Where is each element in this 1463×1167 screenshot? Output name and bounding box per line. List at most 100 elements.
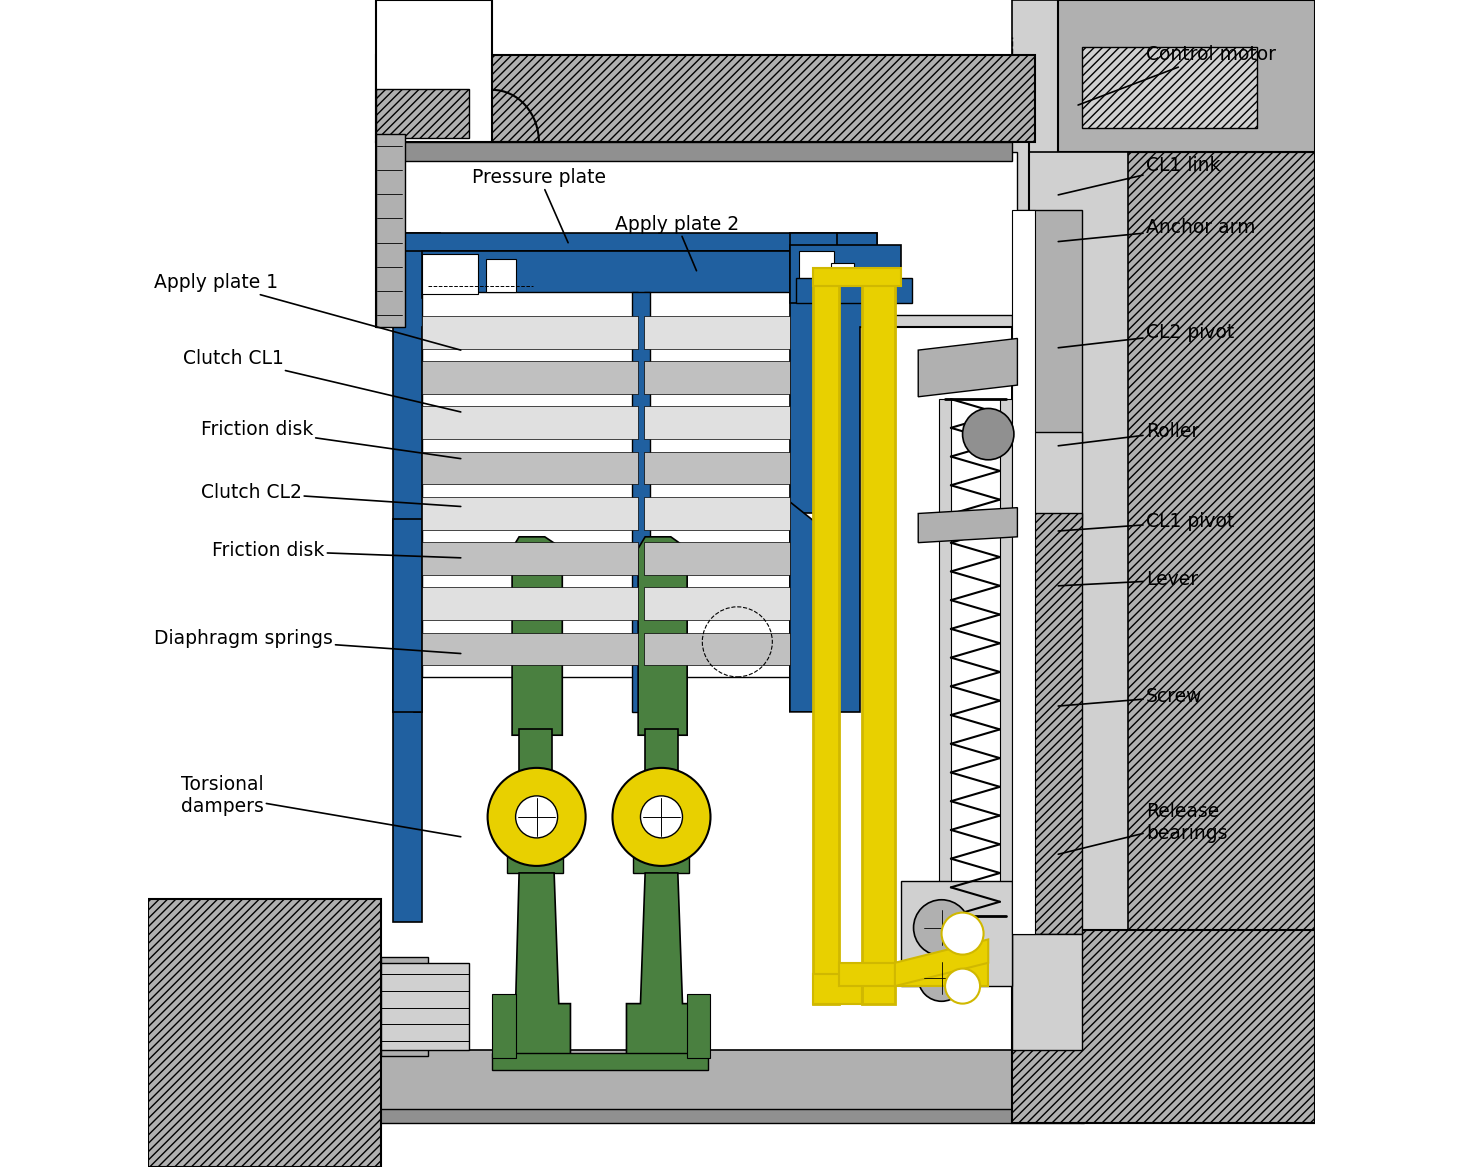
Text: Apply plate 2: Apply plate 2 xyxy=(614,215,739,271)
Bar xyxy=(423,406,638,439)
Bar xyxy=(1011,930,1315,1123)
Bar xyxy=(423,452,638,484)
Bar xyxy=(999,399,1011,916)
Text: Roller: Roller xyxy=(1058,422,1200,446)
Polygon shape xyxy=(626,873,693,1058)
Text: Anchor arm: Anchor arm xyxy=(1058,218,1255,242)
Bar xyxy=(799,251,834,298)
Bar xyxy=(1011,0,1315,1123)
Bar xyxy=(790,245,901,303)
Bar xyxy=(633,855,689,873)
Bar xyxy=(1011,432,1081,525)
Text: Release
bearings: Release bearings xyxy=(1058,802,1227,854)
Bar xyxy=(901,881,1011,986)
Circle shape xyxy=(487,768,585,866)
Polygon shape xyxy=(862,280,895,1004)
Bar xyxy=(376,89,470,138)
Bar xyxy=(423,587,638,620)
Text: CL2 pivot: CL2 pivot xyxy=(1058,323,1233,348)
Bar xyxy=(644,587,790,620)
Bar xyxy=(394,519,423,712)
Bar xyxy=(831,263,854,292)
Text: Clutch CL2: Clutch CL2 xyxy=(200,483,461,506)
Polygon shape xyxy=(512,537,562,735)
Polygon shape xyxy=(638,537,688,735)
Text: Friction disk: Friction disk xyxy=(200,420,461,459)
Bar xyxy=(519,729,552,864)
Bar xyxy=(796,278,913,303)
Bar xyxy=(423,633,638,665)
Bar xyxy=(632,292,650,712)
Bar xyxy=(644,316,790,349)
Bar xyxy=(645,729,677,864)
Bar xyxy=(508,855,563,873)
Bar xyxy=(644,633,790,665)
Bar xyxy=(423,251,837,298)
Bar xyxy=(423,543,638,575)
Bar xyxy=(1011,513,1081,934)
Polygon shape xyxy=(790,502,837,712)
Polygon shape xyxy=(919,508,1017,543)
Bar xyxy=(644,362,790,394)
Text: Diaphragm springs: Diaphragm springs xyxy=(154,629,461,654)
Bar xyxy=(1081,152,1315,1123)
Bar xyxy=(486,259,515,292)
Bar xyxy=(813,268,901,286)
Text: CL1 pivot: CL1 pivot xyxy=(1058,512,1233,531)
Bar xyxy=(939,399,951,916)
Bar xyxy=(376,1109,1084,1123)
Circle shape xyxy=(919,955,966,1001)
Polygon shape xyxy=(813,974,862,1004)
Polygon shape xyxy=(148,899,382,1167)
Circle shape xyxy=(945,969,980,1004)
Polygon shape xyxy=(394,233,440,712)
Text: CL1 link: CL1 link xyxy=(1058,156,1220,195)
Bar xyxy=(394,152,1017,315)
Polygon shape xyxy=(790,233,837,513)
Bar xyxy=(644,497,790,530)
Text: Clutch CL1: Clutch CL1 xyxy=(183,349,461,412)
Polygon shape xyxy=(919,338,1017,397)
Bar xyxy=(644,543,790,575)
Bar xyxy=(376,1050,1084,1111)
Bar xyxy=(1011,210,1081,443)
Polygon shape xyxy=(394,700,423,922)
Polygon shape xyxy=(838,963,988,986)
Text: Screw: Screw xyxy=(1058,687,1203,706)
Bar xyxy=(376,0,492,142)
Bar xyxy=(688,994,711,1058)
Bar xyxy=(1011,152,1128,934)
Bar xyxy=(423,497,638,530)
Circle shape xyxy=(913,900,970,956)
Bar xyxy=(376,142,1028,327)
Bar xyxy=(382,963,470,1050)
Bar xyxy=(394,233,878,251)
Bar xyxy=(644,452,790,484)
Bar xyxy=(423,362,638,394)
Bar xyxy=(1011,934,1081,1050)
Text: Apply plate 1: Apply plate 1 xyxy=(154,273,461,350)
Bar xyxy=(376,134,405,327)
Circle shape xyxy=(515,796,557,838)
Text: Control motor: Control motor xyxy=(1078,46,1276,105)
Bar xyxy=(382,957,429,1056)
Text: Pressure plate: Pressure plate xyxy=(473,168,607,243)
Bar xyxy=(492,994,515,1058)
Bar xyxy=(1011,210,1034,934)
Circle shape xyxy=(942,913,983,955)
Polygon shape xyxy=(813,280,838,1004)
Bar xyxy=(376,55,1034,142)
Polygon shape xyxy=(502,873,571,1058)
Polygon shape xyxy=(837,233,878,712)
Bar xyxy=(492,1053,708,1070)
Bar xyxy=(1058,0,1315,152)
Bar xyxy=(644,406,790,439)
Polygon shape xyxy=(895,939,988,986)
Bar xyxy=(644,292,790,677)
Text: Lever: Lever xyxy=(1058,571,1198,589)
Bar xyxy=(423,316,638,349)
Bar xyxy=(423,254,478,294)
Bar xyxy=(423,292,638,677)
Bar xyxy=(376,142,1011,161)
Text: Friction disk: Friction disk xyxy=(212,541,461,560)
